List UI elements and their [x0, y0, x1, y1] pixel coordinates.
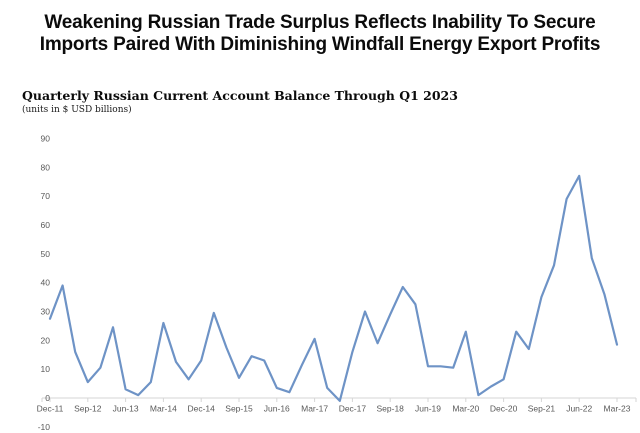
x-axis-tick-label: Jun-19 [415, 404, 441, 414]
x-axis-tick-label: Mar-23 [604, 404, 631, 414]
x-axis-tick-label: Dec-11 [37, 404, 64, 414]
x-axis-tick-label: Mar-14 [150, 404, 177, 414]
y-axis-tick-label: 80 [41, 162, 51, 172]
x-axis-tick-label: Mar-20 [452, 404, 479, 414]
x-axis-tick-label: Jun-13 [113, 404, 139, 414]
y-axis-tick-label: 30 [41, 307, 51, 317]
y-axis-tick-label: 0 [45, 393, 50, 403]
x-axis-tick-label: Mar-17 [301, 404, 328, 414]
y-axis-tick-label: 10 [41, 364, 51, 374]
y-axis-tick-label: 20 [41, 335, 51, 345]
series-line [48, 174, 619, 402]
y-axis-tick-label: 90 [41, 133, 51, 143]
headline-line-1: Weakening Russian Trade Surplus Reflects… [44, 12, 596, 33]
x-axis-tick-label: Sep-21 [528, 404, 556, 414]
y-axis-tick-label: 50 [41, 249, 51, 259]
x-axis-tick-label: Dec-14 [187, 404, 215, 414]
y-axis-tick-label: 60 [41, 220, 51, 230]
y-axis-tick-label: 40 [41, 278, 51, 288]
x-axis-tick-label: Jun-22 [566, 404, 592, 414]
x-axis-tick-label: Dec-20 [490, 404, 518, 414]
x-axis-tick-label: Jun-16 [264, 404, 290, 414]
x-axis-tick-label: Sep-12 [74, 404, 102, 414]
y-axis-tick-label: -10 [38, 422, 51, 432]
units-note: (units in $ USD billions) [22, 105, 132, 115]
x-axis-tick-label: Dec-17 [339, 404, 367, 414]
headline-line-2: Imports Paired With Diminishing Windfall… [39, 34, 601, 55]
x-axis-tick-label: Sep-15 [225, 404, 253, 414]
chart-subtitle: Quarterly Russian Current Account Balanc… [22, 88, 458, 103]
y-axis-tick-label: 70 [41, 191, 51, 201]
chart-headline: Weakening Russian Trade Surplus Reflects… [0, 12, 640, 56]
x-axis-tick-label: Sep-18 [376, 404, 404, 414]
